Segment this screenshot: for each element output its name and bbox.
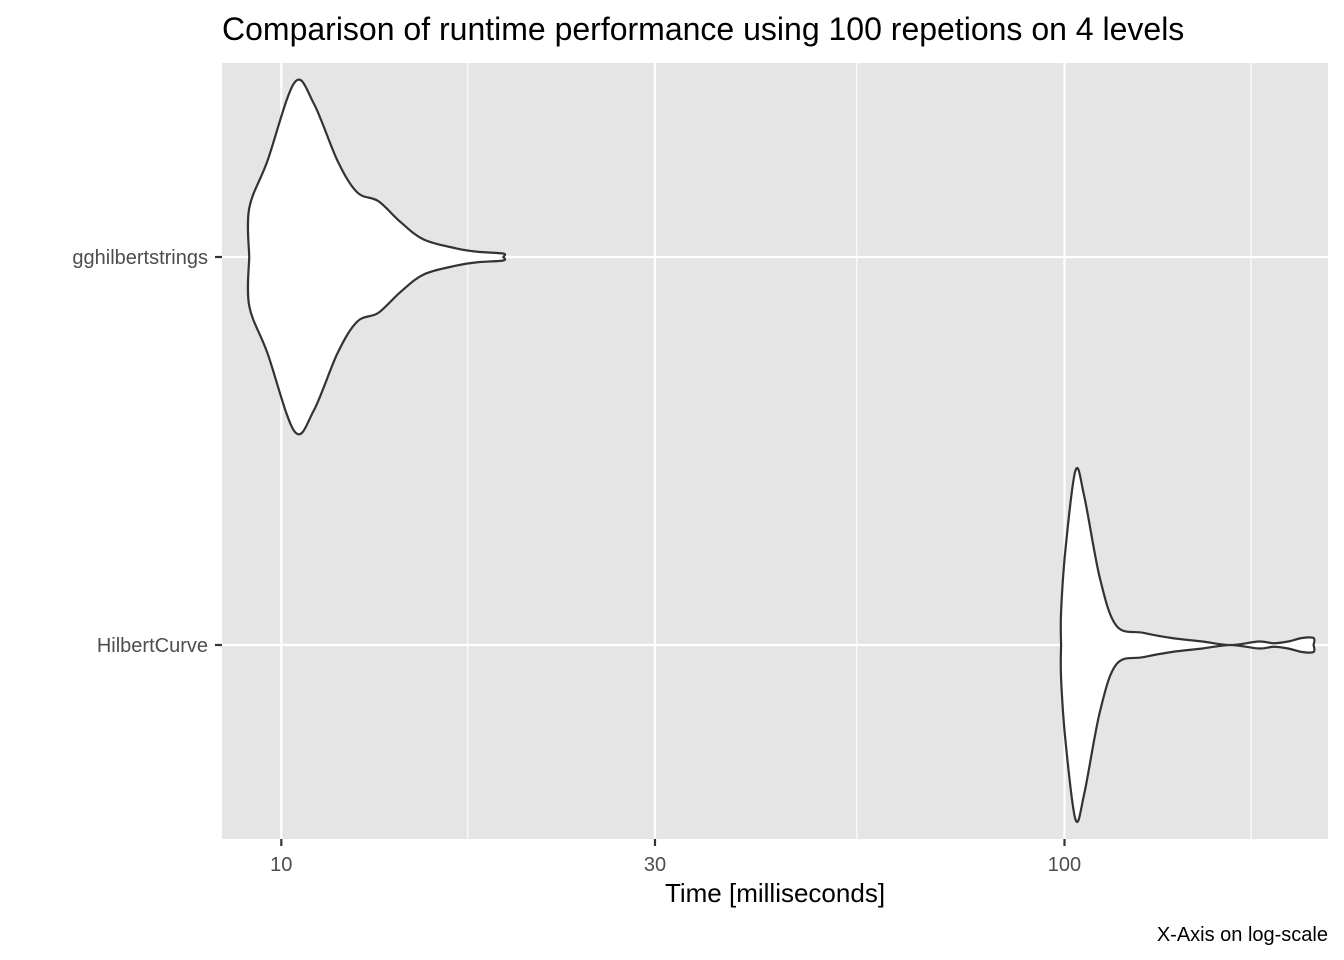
violin-gghilbertstrings <box>246 78 507 436</box>
x-axis-title: Time [milliseconds] <box>665 878 885 908</box>
chart-title: Comparison of runtime performance using … <box>222 11 1184 47</box>
y-tick-label-HilbertCurve: HilbertCurve <box>97 635 208 657</box>
x-tick-label-30: 30 <box>644 854 666 876</box>
chart-caption: X-Axis on log-scale <box>1157 924 1328 946</box>
y-tick-label-gghilbertstrings: gghilbertstrings <box>72 247 208 269</box>
x-axis: 10 30 100 <box>270 839 1081 876</box>
violin-layer <box>246 78 1316 823</box>
minor-gridlines <box>467 63 1252 839</box>
y-axis: gghilbertstrings HilbertCurve <box>72 247 222 657</box>
x-tick-label-100: 100 <box>1048 854 1081 876</box>
x-tick-label-10: 10 <box>270 854 292 876</box>
plot-panel <box>222 63 1328 839</box>
violin-HilbertCurve <box>1059 467 1316 823</box>
